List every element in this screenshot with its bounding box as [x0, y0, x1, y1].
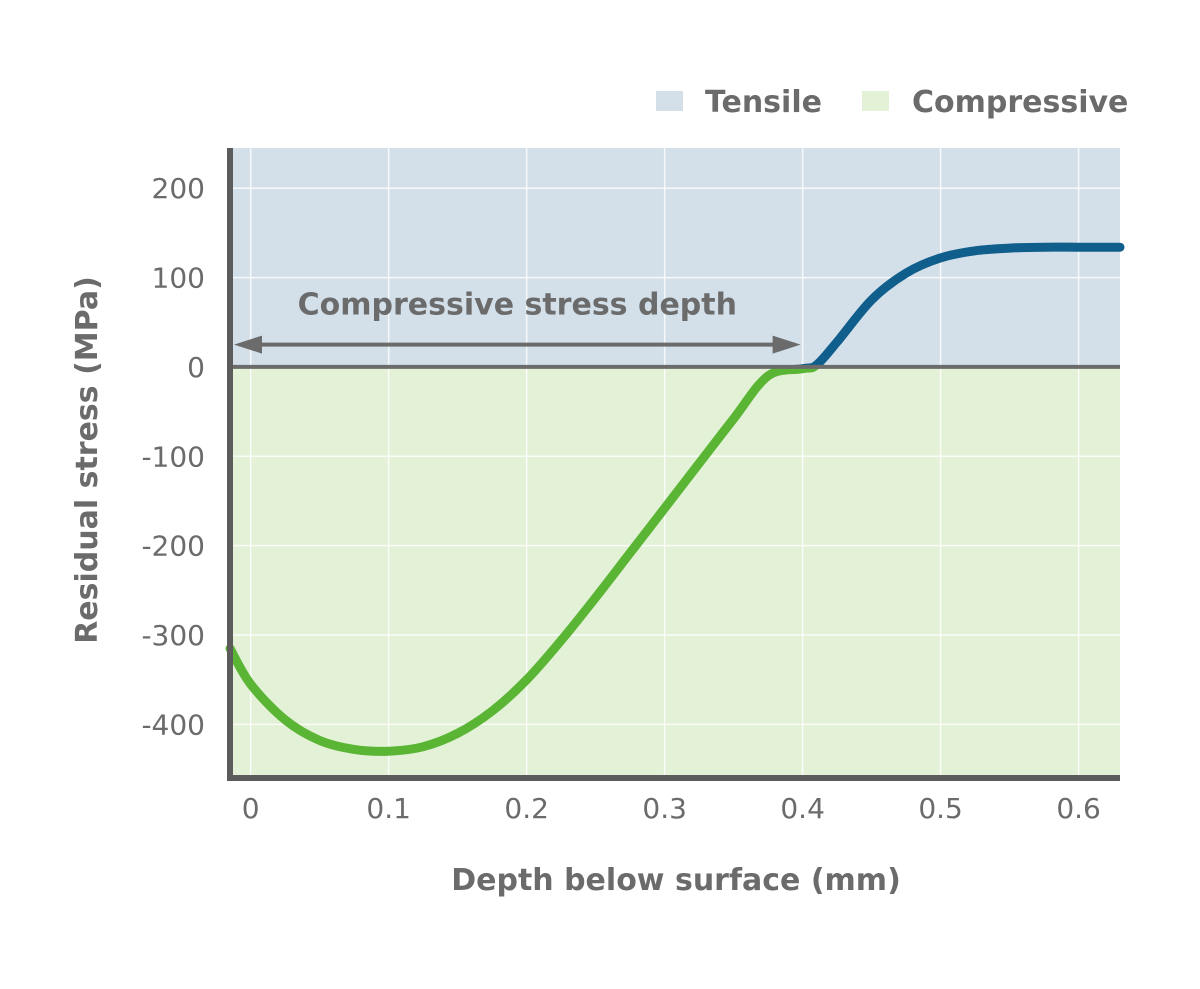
annotation-arrowhead-right	[772, 335, 801, 354]
compressive-region	[230, 366, 1120, 778]
annotation-label: Compressive stress depth	[298, 288, 737, 323]
tensile-region	[230, 148, 1120, 367]
x-tick-label: 0.4	[780, 792, 825, 825]
y-tick-label: 100	[152, 262, 205, 295]
y-tick-label: -100	[141, 440, 205, 473]
annotation-arrowhead-left	[234, 335, 262, 354]
y-tick-label: -400	[141, 708, 205, 741]
stress-curve-tensile	[776, 242, 1125, 367]
y-axis-title: Residual stress (MPa)	[70, 276, 105, 644]
y-tick-label: -200	[141, 530, 205, 563]
x-tick-label: 0.1	[366, 792, 411, 825]
legend-label-tensile: Tensile	[705, 85, 822, 120]
stress-curve-compressive	[225, 366, 822, 756]
x-tick-label: 0.5	[918, 792, 963, 825]
x-tick-label: 0	[242, 792, 260, 825]
legend-swatch-tensile	[656, 91, 683, 111]
x-tick-label: 0.6	[1056, 792, 1101, 825]
x-axis-title: Depth below surface (mm)	[451, 863, 901, 898]
y-tick-label: 0	[187, 351, 205, 384]
y-tick-label: 200	[152, 172, 205, 205]
legend-swatch-compressive	[862, 91, 889, 111]
x-tick-label: 0.2	[504, 792, 549, 825]
y-tick-label: -300	[141, 619, 205, 652]
x-tick-label: 0.3	[642, 792, 687, 825]
legend-label-compressive: Compressive	[912, 85, 1128, 120]
